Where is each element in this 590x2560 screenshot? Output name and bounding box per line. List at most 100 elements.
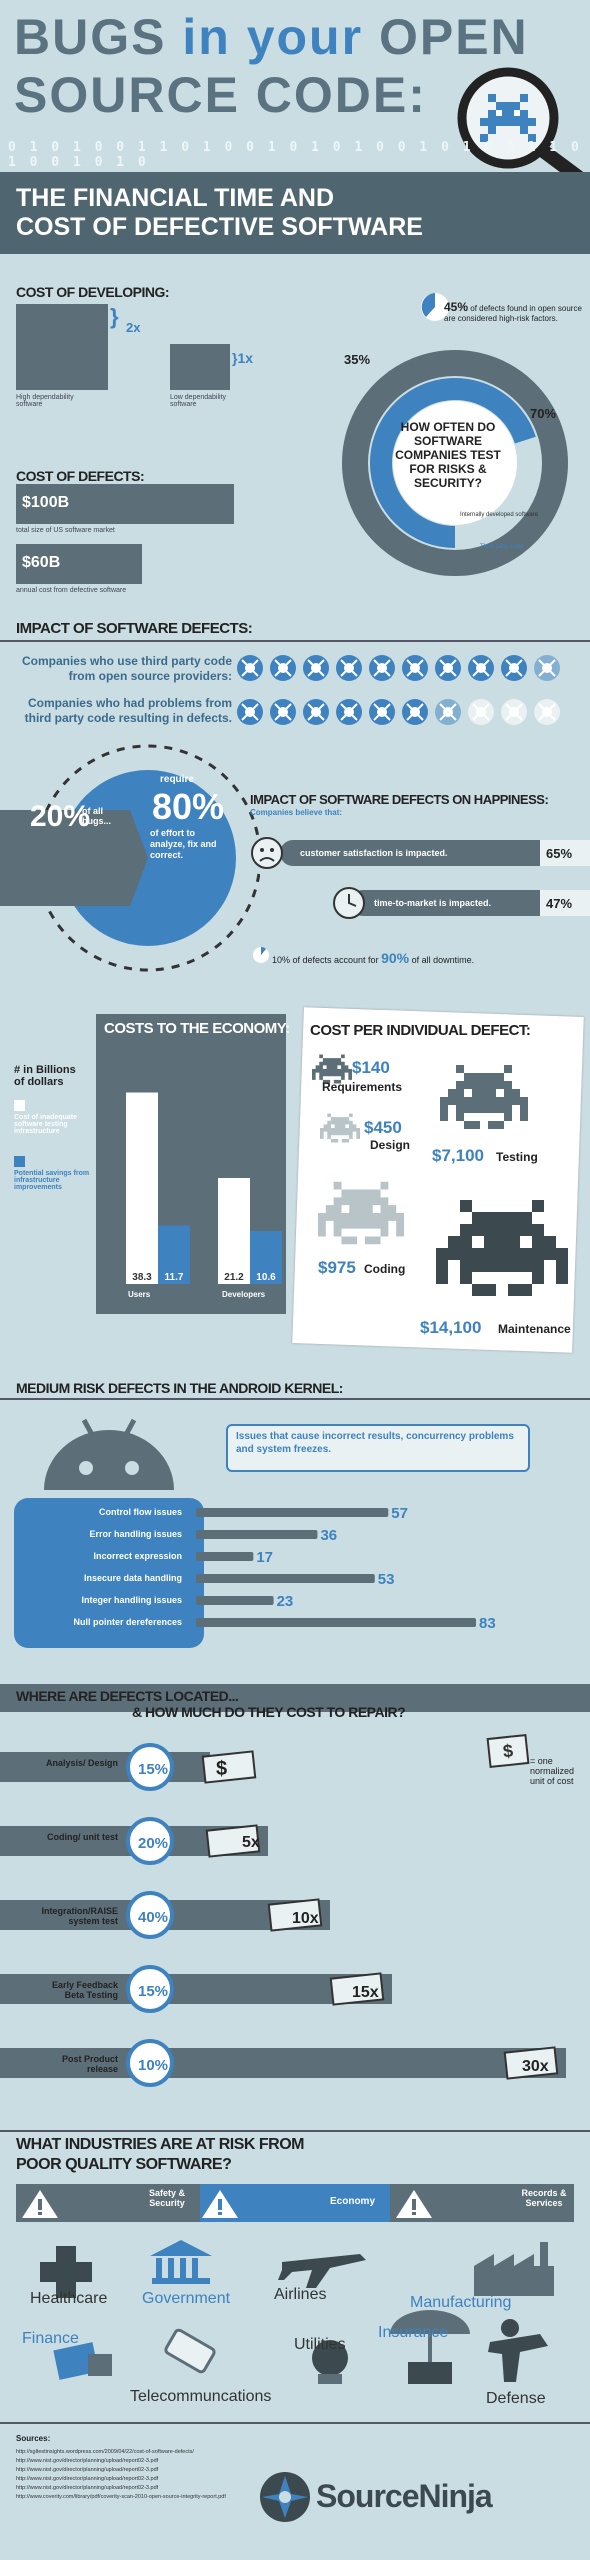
- title-in-your: in your: [182, 9, 364, 65]
- android-bar-chart: Control flow issues 57 Error handling issu…: [0, 1500, 590, 1650]
- where-cost-badge: [267, 1898, 323, 1932]
- bug-icon: [336, 655, 362, 681]
- downtime-c: of all downtime.: [411, 955, 475, 965]
- stage-3: Integration/RAISE system test: [41, 1906, 118, 1926]
- design-label: Design: [370, 1138, 411, 1152]
- where-stage-circle: [126, 2039, 174, 2087]
- pie-45-icon: [420, 292, 450, 322]
- pct45-block: 45% of defects found in open source are …: [444, 300, 584, 323]
- bug-icon: [336, 699, 362, 725]
- high-dependability-bar: [16, 304, 108, 390]
- defects-100b-label: total size of US software market: [16, 527, 115, 534]
- stage-2-pct: 20%: [138, 1835, 169, 1852]
- industry-finance: Finance: [22, 2330, 79, 2347]
- source-link-2[interactable]: http://www.nist.gov/director/planning/up…: [16, 2458, 159, 2464]
- bugs-circle-graphic: [0, 740, 262, 1000]
- donut-pct70: 70%: [530, 406, 557, 421]
- android-value-label: 23: [277, 1593, 294, 1610]
- android-category-label: Control flow issues: [99, 1507, 182, 1517]
- brace-2x-icon: }: [110, 304, 119, 329]
- header-title-line2: SOURCE CODE:: [14, 67, 427, 123]
- testing-value: $7,100: [432, 1146, 484, 1165]
- clock-icon: [332, 886, 366, 920]
- mult-1x: }1x: [232, 350, 254, 366]
- bug-icon: [468, 655, 494, 681]
- stage-5: Post Product release: [61, 2054, 118, 2074]
- testing-label: Testing: [496, 1150, 538, 1164]
- impact-row2-icons: [236, 698, 576, 726]
- pct45-value: 45%: [444, 300, 469, 314]
- android-category-label: Insecure data handling: [84, 1573, 182, 1583]
- stage-4: Early Feedback Beta Testing: [51, 1980, 118, 2000]
- android-title: MEDIUM RISK DEFECTS IN THE ANDROID KERNE…: [16, 1380, 343, 1396]
- source-link-5[interactable]: http://www.nist.gov/director/planning/up…: [16, 2485, 159, 2491]
- android-value-label: 36: [320, 1527, 337, 1544]
- defects-100b-bar: $100B: [16, 484, 234, 524]
- bug-icon: [303, 655, 329, 681]
- where-cost-badge: [503, 2046, 559, 2080]
- bug-icon: [501, 699, 527, 725]
- title-bugs: BUGS: [14, 9, 167, 65]
- android-robot-icon: [14, 1410, 204, 1650]
- industry-utilities: Utilities: [294, 2336, 346, 2353]
- bug-coding-icon: [318, 1172, 404, 1259]
- defects-60b-label: annual cost from defective software: [16, 587, 127, 594]
- low-dependability-label: Low dependability software: [170, 394, 227, 408]
- android-bar: [196, 1508, 389, 1517]
- bug-icon: [237, 655, 263, 681]
- maintenance-label: Maintenance: [498, 1322, 571, 1336]
- pie-10-icon: [252, 946, 270, 964]
- economy-title: COSTS TO THE ECONOMY:: [104, 1020, 290, 1037]
- android-bar: [196, 1574, 375, 1583]
- where-stage-circle: [126, 1891, 174, 1939]
- where-stage-circle: [126, 1743, 174, 1791]
- legend2-swatch: [14, 1156, 25, 1167]
- happiness-row2-pct: 47%: [546, 896, 573, 911]
- subtitle-line1: THE FINANCIAL TIME AND: [16, 184, 335, 212]
- defects-60b-value: $60B: [22, 554, 61, 571]
- bug-icon: [369, 699, 395, 725]
- bugs-pct20: 20%: [30, 800, 91, 833]
- economy-label-cost: 38.3: [132, 1272, 152, 1283]
- source-link-6[interactable]: http://www.coverity.com/library/pdf/cove…: [16, 2494, 226, 2500]
- bug-icon: [534, 655, 560, 681]
- android-value-label: 83: [479, 1615, 496, 1632]
- coding-label: Coding: [364, 1262, 406, 1276]
- where-rows-text: Analysis/ Design 15% $ Coding/ unit test…: [0, 1730, 590, 2120]
- bug-icon: [534, 699, 560, 725]
- where-stage-bar: [0, 1974, 392, 2004]
- bugs-effort: of effort to analyze, fix and correct.: [150, 828, 217, 860]
- donut-center-text: HOW OFTEN DO SOFTWARE COMPANIES TEST FOR…: [395, 420, 501, 490]
- economy-chart: 38.3 11.7 21.2 10.6: [96, 1040, 286, 1300]
- stage-4-pct: 15%: [138, 1983, 169, 2000]
- impact-row2-text: Companies who had problems from third pa…: [24, 696, 232, 725]
- source-link-1[interactable]: http://sgltestinsights.wordpress.com/200…: [16, 2449, 194, 2455]
- economy-label-cost: 21.2: [224, 1272, 244, 1283]
- industries-title2: POOR QUALITY SOFTWARE?: [16, 2156, 232, 2173]
- android-bar: [196, 1596, 274, 1605]
- android-value-label: 57: [391, 1505, 408, 1522]
- brand-name: SourceNinja: [316, 2478, 493, 2514]
- source-link-4[interactable]: http://www.nist.gov/director/planning/up…: [16, 2476, 159, 2482]
- req-label: Requirements: [322, 1080, 403, 1094]
- donut-pct35: 35%: [344, 352, 371, 367]
- defects-60b-bar: $60B: [16, 544, 142, 584]
- economy-bar-savings: [250, 1231, 282, 1284]
- downtime-a: 10% of defects account for: [272, 955, 379, 965]
- footer-divider: [0, 2422, 590, 2424]
- downtime-b: 90%: [381, 950, 410, 966]
- donut-internal-label: Internally developed software: [460, 512, 539, 518]
- industries-divider: [0, 2130, 590, 2132]
- legend2-text: Potential savings from infrastructure im…: [14, 1170, 90, 1191]
- source-link-3[interactable]: http://www.nist.gov/director/planning/up…: [16, 2467, 159, 2473]
- bug-testing-icon: [440, 1052, 528, 1147]
- economy-xlabel-developers: Developers: [222, 1290, 266, 1299]
- stage-3-pct: 40%: [138, 1909, 169, 1926]
- defects-100b-value: $100B: [22, 494, 70, 511]
- economy-bar-cost: [218, 1178, 250, 1284]
- stage-2: Coding/ unit test: [47, 1832, 118, 1842]
- impact-row1-text: Companies who use third party code from …: [21, 654, 232, 683]
- happiness-row2-remainder: [540, 890, 590, 916]
- per-defect-title: COST PER INDIVIDUAL DEFECT:: [310, 1022, 531, 1039]
- android-category-label: Error handling issues: [89, 1529, 182, 1539]
